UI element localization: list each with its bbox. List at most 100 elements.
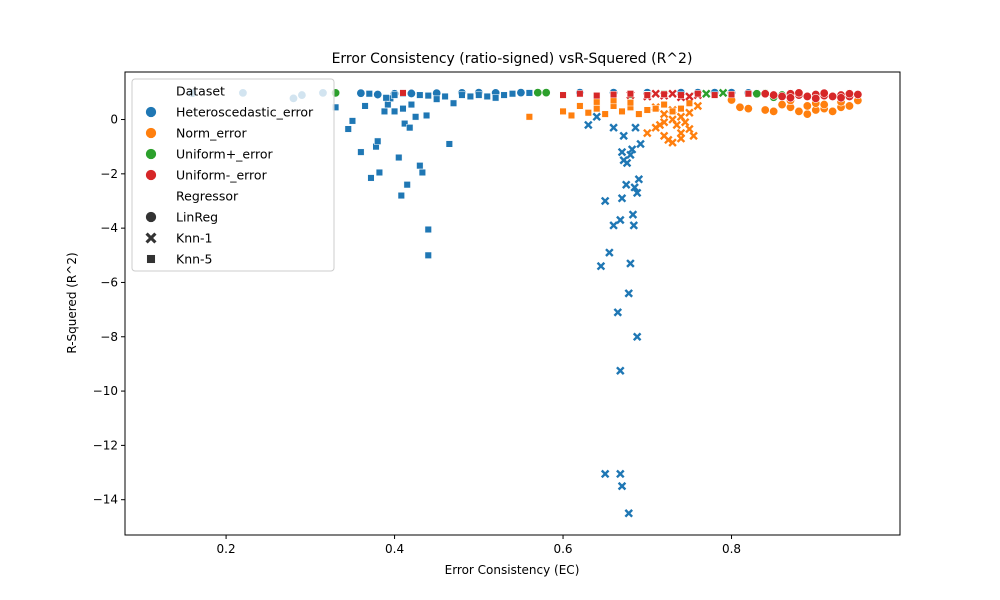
data-point xyxy=(445,140,453,148)
data-point xyxy=(374,137,382,145)
data-point xyxy=(391,107,399,115)
legend-marker xyxy=(145,148,157,160)
data-point xyxy=(760,105,770,115)
data-point xyxy=(610,90,618,99)
legend-marker xyxy=(145,127,157,139)
data-point xyxy=(466,92,474,100)
data-point xyxy=(401,120,409,128)
data-point xyxy=(628,210,638,219)
data-point xyxy=(836,93,846,103)
data-point xyxy=(605,248,614,257)
legend-marker xyxy=(146,254,156,264)
data-point xyxy=(626,150,635,160)
legend-label: Knn-1 xyxy=(176,231,213,246)
data-point xyxy=(624,509,633,518)
data-point xyxy=(399,89,407,97)
data-point xyxy=(702,89,711,98)
data-point xyxy=(651,89,660,98)
data-point xyxy=(769,90,779,100)
data-point xyxy=(660,101,668,109)
data-point xyxy=(618,107,626,115)
data-point xyxy=(632,188,642,198)
data-point xyxy=(609,123,618,132)
data-point xyxy=(693,101,703,111)
data-point xyxy=(794,88,804,98)
data-point xyxy=(635,110,643,118)
data-point xyxy=(433,95,441,103)
data-point xyxy=(375,168,383,177)
data-point xyxy=(616,469,625,479)
data-point xyxy=(357,148,365,156)
data-point xyxy=(794,106,804,116)
data-point xyxy=(811,93,821,103)
data-point xyxy=(593,105,601,113)
data-point xyxy=(802,109,812,119)
data-point xyxy=(407,101,415,109)
data-point xyxy=(752,89,762,99)
data-point xyxy=(399,105,407,113)
data-point xyxy=(769,106,779,116)
data-point xyxy=(668,138,677,147)
data-point xyxy=(677,105,685,113)
data-point xyxy=(458,91,466,99)
data-point xyxy=(423,111,431,119)
data-point xyxy=(685,124,694,134)
legend-marker xyxy=(145,211,157,223)
data-point xyxy=(659,109,669,119)
data-point xyxy=(643,128,652,138)
data-point xyxy=(617,194,627,203)
data-point xyxy=(727,90,736,99)
data-point xyxy=(361,102,369,110)
y-tick-label: −4 xyxy=(100,221,118,235)
data-point xyxy=(397,192,405,200)
data-point xyxy=(508,90,517,98)
x-axis-label: Error Consistency (EC) xyxy=(445,563,580,577)
data-point xyxy=(567,111,576,119)
data-point xyxy=(760,89,770,99)
data-point xyxy=(516,88,526,98)
data-point xyxy=(382,94,390,102)
legend-title: Regressor xyxy=(176,189,239,204)
plot-area-frame xyxy=(124,71,901,536)
data-point xyxy=(634,175,644,184)
data-point xyxy=(627,145,637,154)
data-point xyxy=(380,107,389,115)
data-point xyxy=(424,92,432,100)
data-point xyxy=(406,88,416,98)
data-point xyxy=(593,92,601,100)
data-point xyxy=(576,90,584,98)
data-point xyxy=(365,90,373,98)
x-tick-label: 0.2 xyxy=(217,542,236,556)
data-point xyxy=(777,100,787,110)
data-point xyxy=(624,289,633,298)
data-point xyxy=(668,115,677,124)
data-point xyxy=(424,251,432,259)
data-point xyxy=(592,112,601,122)
data-point xyxy=(735,102,745,112)
data-point xyxy=(596,261,606,271)
data-point xyxy=(356,88,366,98)
data-point xyxy=(643,91,651,99)
data-point xyxy=(685,108,694,117)
legend-label: Norm_error xyxy=(176,126,247,141)
data-point xyxy=(802,101,812,111)
x-tick-label: 0.4 xyxy=(385,542,404,556)
data-point xyxy=(629,221,639,230)
data-point xyxy=(676,134,686,143)
data-point xyxy=(384,101,392,109)
data-point xyxy=(441,92,449,100)
data-point xyxy=(483,92,491,100)
data-point xyxy=(600,196,610,206)
y-tick-label: −10 xyxy=(93,384,118,398)
data-point xyxy=(367,174,375,182)
data-point xyxy=(785,93,795,103)
data-point xyxy=(626,259,635,268)
data-point xyxy=(541,88,551,98)
y-tick-label: −14 xyxy=(93,493,118,507)
legend-label: LinReg xyxy=(176,210,218,225)
y-tick-label: −12 xyxy=(93,438,118,452)
data-point xyxy=(685,99,693,107)
data-point xyxy=(616,215,625,225)
data-point xyxy=(576,102,584,110)
data-point xyxy=(630,183,639,192)
